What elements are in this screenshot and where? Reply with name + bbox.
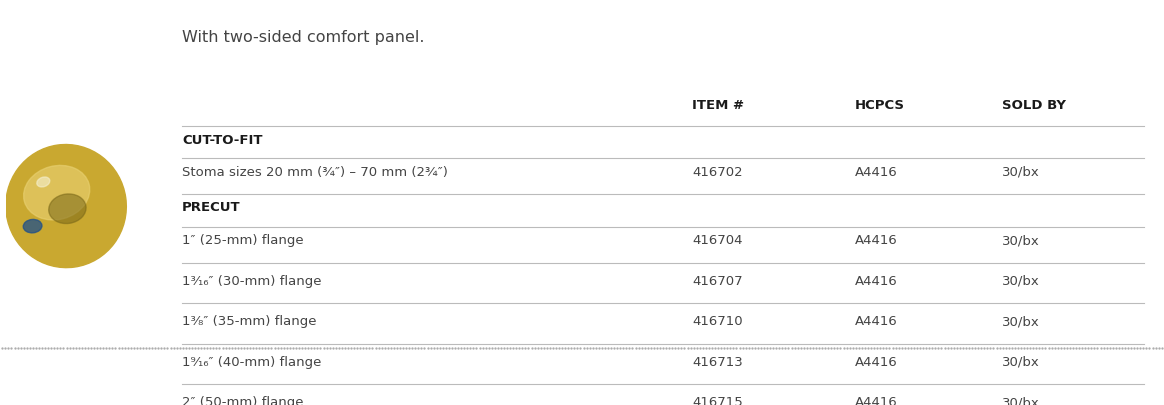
Text: PRECUT: PRECUT bbox=[182, 200, 241, 213]
Text: CUT-TO-FIT: CUT-TO-FIT bbox=[182, 133, 263, 146]
Text: 416715: 416715 bbox=[693, 395, 743, 405]
Text: 416713: 416713 bbox=[693, 355, 743, 368]
Text: 30/bx: 30/bx bbox=[1002, 395, 1039, 405]
Text: 30/bx: 30/bx bbox=[1002, 234, 1039, 247]
Ellipse shape bbox=[49, 194, 86, 224]
Ellipse shape bbox=[23, 166, 90, 220]
Text: 30/bx: 30/bx bbox=[1002, 165, 1039, 179]
Ellipse shape bbox=[6, 145, 127, 268]
Text: With two-sided comfort panel.: With two-sided comfort panel. bbox=[182, 30, 425, 45]
Text: ITEM #: ITEM # bbox=[693, 99, 744, 112]
Text: A4416: A4416 bbox=[854, 274, 897, 287]
Text: SOLD BY: SOLD BY bbox=[1002, 99, 1066, 112]
Text: 30/bx: 30/bx bbox=[1002, 355, 1039, 368]
Ellipse shape bbox=[23, 220, 42, 233]
Text: A4416: A4416 bbox=[854, 355, 897, 368]
Text: 416704: 416704 bbox=[693, 234, 743, 247]
Text: 1⁹⁄₁₆″ (40-mm) flange: 1⁹⁄₁₆″ (40-mm) flange bbox=[182, 355, 321, 368]
Text: HCPCS: HCPCS bbox=[854, 99, 904, 112]
Text: A4416: A4416 bbox=[854, 165, 897, 179]
Text: 30/bx: 30/bx bbox=[1002, 274, 1039, 287]
Text: 1³⁄₁₆″ (30-mm) flange: 1³⁄₁₆″ (30-mm) flange bbox=[182, 274, 321, 287]
Ellipse shape bbox=[37, 177, 50, 188]
Text: A4416: A4416 bbox=[854, 234, 897, 247]
Text: A4416: A4416 bbox=[854, 395, 897, 405]
Text: 30/bx: 30/bx bbox=[1002, 315, 1039, 328]
Text: Stoma sizes 20 mm (¾″) – 70 mm (2¾″): Stoma sizes 20 mm (¾″) – 70 mm (2¾″) bbox=[182, 165, 448, 179]
Text: 416707: 416707 bbox=[693, 274, 743, 287]
Text: 1³⁄₈″ (35-mm) flange: 1³⁄₈″ (35-mm) flange bbox=[182, 315, 317, 328]
Text: 416710: 416710 bbox=[693, 315, 743, 328]
Text: 2″ (50-mm) flange: 2″ (50-mm) flange bbox=[182, 395, 304, 405]
Text: A4416: A4416 bbox=[854, 315, 897, 328]
Text: 416702: 416702 bbox=[693, 165, 743, 179]
Text: 1″ (25-mm) flange: 1″ (25-mm) flange bbox=[182, 234, 304, 247]
